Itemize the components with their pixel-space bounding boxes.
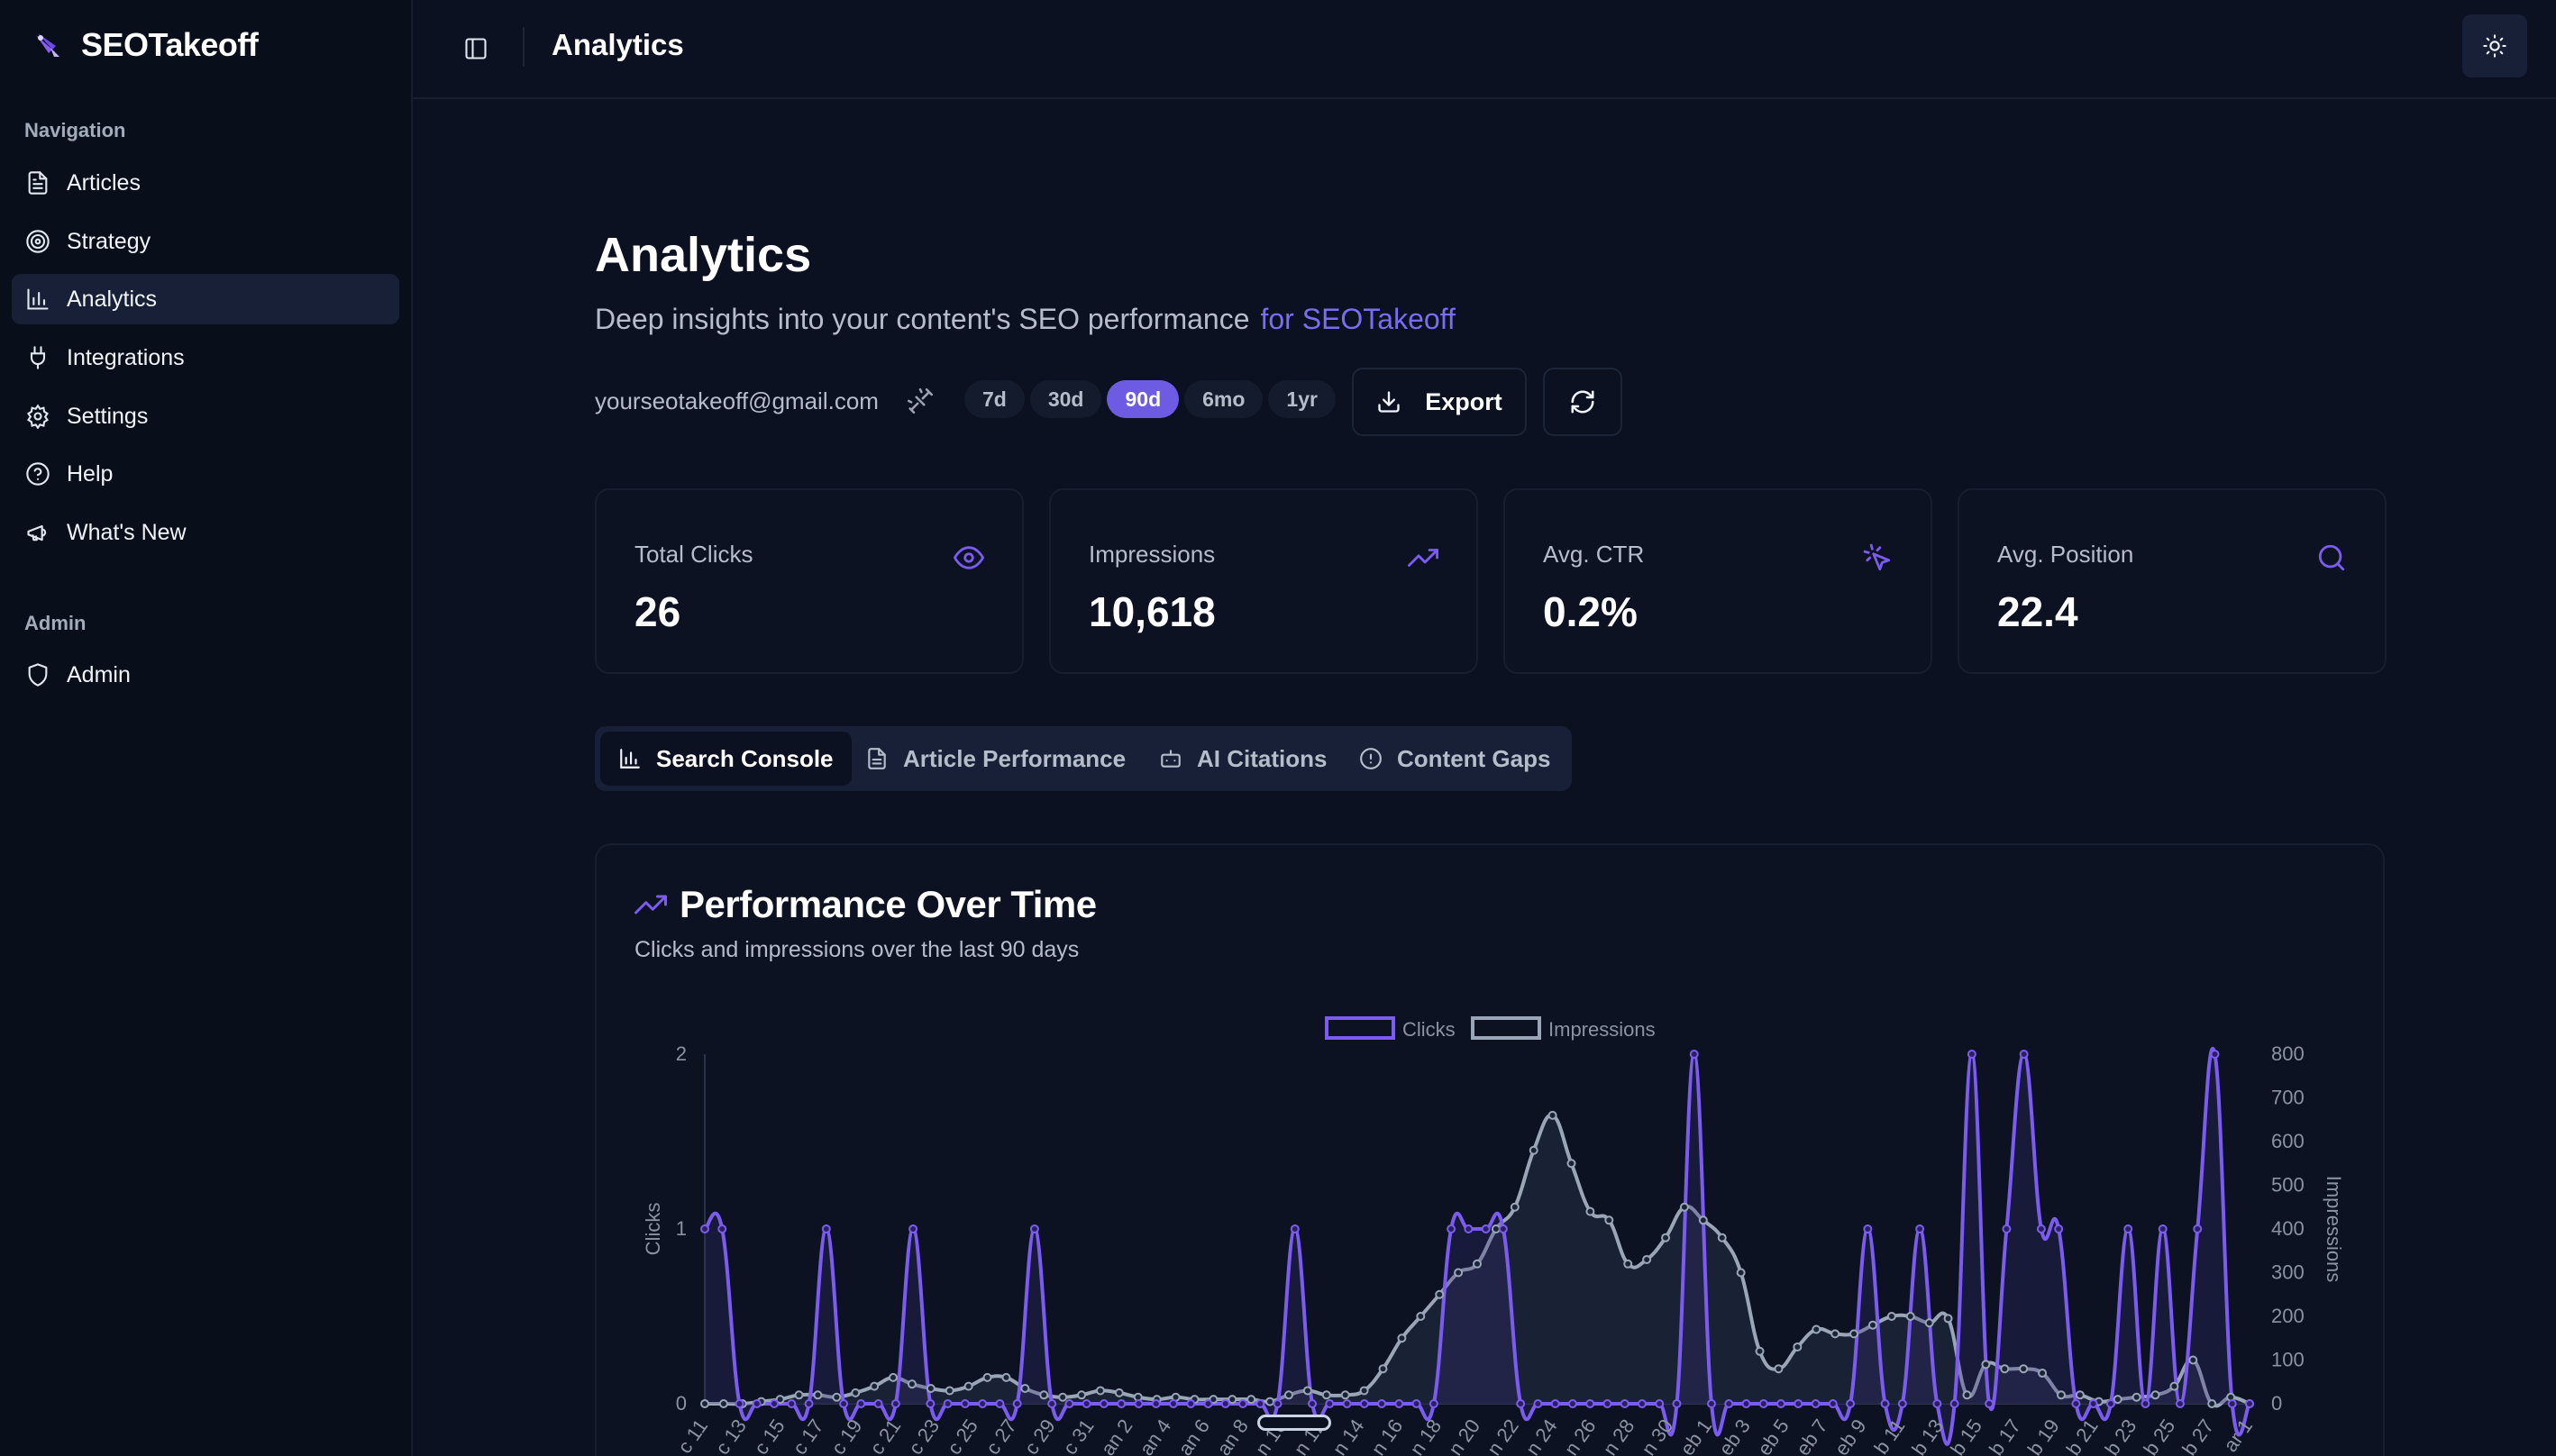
pointer-click-icon — [1863, 543, 1891, 571]
subtitle-text: Deep insights into your content's SEO pe… — [595, 303, 1250, 335]
stat-card-impressions: Impressions 10,618 — [1049, 488, 1478, 674]
stat-value: 26 — [634, 588, 681, 635]
tab-search-console[interactable]: Search Console — [600, 732, 852, 786]
tab-label: Content Gaps — [1397, 744, 1551, 772]
download-icon — [1378, 391, 1400, 413]
file-text-icon — [868, 748, 886, 769]
target-icon — [26, 230, 50, 253]
sidebar-item-label: Strategy — [67, 228, 151, 254]
file-text-icon — [28, 171, 48, 195]
sidebar-item-label: What's New — [67, 519, 187, 545]
brand-name: SEOTakeoff — [81, 26, 259, 63]
disconnect-icon[interactable] — [905, 386, 936, 416]
stat-card-total-clicks: Total Clicks 26 — [595, 488, 1024, 674]
sun-icon — [2483, 34, 2506, 58]
eye-icon — [954, 546, 984, 569]
tab-content-gaps[interactable]: Content Gaps — [1341, 732, 1568, 786]
controls-row: yourseotakeoff@gmail.com 7d 30d 90d 6mo … — [595, 368, 1676, 436]
export-button[interactable]: Export — [1352, 368, 1527, 436]
refresh-button[interactable] — [1543, 368, 1622, 436]
search-icon — [2318, 544, 2345, 571]
subtitle-site-link[interactable]: for SEOTakeoff — [1260, 303, 1456, 335]
nav-group-label: Navigation — [24, 119, 126, 141]
admin-group-label: Admin — [24, 612, 87, 634]
range-6mo[interactable]: 6mo — [1184, 380, 1264, 418]
rocket-logo-icon — [36, 33, 59, 57]
bar-chart-icon — [620, 749, 640, 769]
stat-label: Total Clicks — [634, 541, 753, 568]
stat-value: 22.4 — [1997, 588, 2078, 635]
panel-left-icon — [465, 38, 487, 59]
shield-icon — [28, 663, 48, 687]
plug-icon — [30, 346, 46, 369]
sidebar-item-analytics[interactable]: Analytics — [12, 274, 399, 324]
range-90d[interactable]: 90d — [1107, 380, 1180, 418]
tab-label: Search Console — [656, 744, 834, 772]
trending-up-icon — [634, 895, 667, 915]
help-circle-icon — [26, 462, 50, 486]
top-bar: Analytics — [413, 0, 2556, 99]
sidebar-item-settings[interactable]: Settings — [12, 391, 399, 441]
sidebar-item-integrations[interactable]: Integrations — [12, 332, 399, 383]
tab-label: AI Citations — [1197, 744, 1328, 772]
brand[interactable]: SEOTakeoff — [32, 25, 259, 65]
sidebar-item-label: Integrations — [67, 344, 185, 370]
stat-card-avg-ctr: Avg. CTR 0.2% — [1503, 488, 1932, 674]
date-range-selector: 7d 30d 90d 6mo 1yr — [964, 380, 1341, 418]
stat-value: 0.2% — [1543, 588, 1638, 635]
chart-subtitle: Clicks and impressions over the last 90 … — [634, 937, 1080, 962]
stat-card-avg-position: Avg. Position 22.4 — [1958, 488, 2387, 674]
sidebar: SEOTakeoff Navigation Articles Strategy … — [0, 0, 413, 1456]
stat-label: Avg. CTR — [1543, 541, 1645, 568]
page-subtitle: Deep insights into your content's SEO pe… — [595, 303, 1456, 336]
range-30d[interactable]: 30d — [1029, 380, 1102, 418]
range-7d[interactable]: 7d — [964, 380, 1025, 418]
range-1yr[interactable]: 1yr — [1268, 380, 1336, 418]
sidebar-item-label: Analytics — [67, 286, 158, 312]
sidebar-toggle-button[interactable] — [460, 32, 492, 65]
refresh-icon — [1571, 390, 1594, 414]
theme-toggle-button[interactable] — [2462, 14, 2527, 77]
header-divider — [523, 27, 525, 67]
megaphone-icon — [27, 524, 47, 541]
stat-value: 10,618 — [1089, 588, 1216, 635]
analytics-tabs: Search Console Article Performance AI Ci… — [595, 726, 1572, 791]
trending-up-icon — [1408, 549, 1438, 567]
export-label: Export — [1425, 387, 1502, 415]
connected-email: yourseotakeoff@gmail.com — [595, 387, 879, 414]
stat-label: Impressions — [1089, 541, 1216, 568]
tab-article-performance[interactable]: Article Performance — [847, 732, 1144, 786]
sidebar-item-label: Admin — [67, 661, 131, 687]
page-title: Analytics — [595, 228, 812, 282]
chart-title: Performance Over Time — [634, 883, 1097, 926]
alert-circle-icon — [1360, 748, 1382, 769]
sidebar-item-articles[interactable]: Articles — [12, 158, 399, 208]
performance-chart-card: Performance Over Time Clicks and impress… — [595, 843, 2385, 1456]
sidebar-item-strategy[interactable]: Strategy — [12, 216, 399, 267]
sidebar-item-help[interactable]: Help — [12, 449, 399, 499]
tab-label: Article Performance — [903, 744, 1127, 772]
tab-ai-citations[interactable]: AI Citations — [1141, 732, 1345, 786]
sidebar-item-label: Articles — [67, 169, 141, 196]
header-title: Analytics — [552, 28, 684, 61]
chart-scroll-handle[interactable] — [1257, 1415, 1331, 1431]
chart-title-text: Performance Over Time — [680, 883, 1097, 925]
gear-icon — [27, 404, 49, 429]
main-content: Analytics Deep insights into your conten… — [413, 101, 2556, 1456]
stat-label: Avg. Position — [1997, 541, 2134, 568]
sidebar-item-label: Help — [67, 460, 114, 487]
sidebar-item-label: Settings — [67, 403, 149, 429]
sidebar-item-admin[interactable]: Admin — [12, 650, 399, 700]
sidebar-item-whats-new[interactable]: What's New — [12, 507, 399, 558]
bot-icon — [1161, 750, 1181, 768]
bar-chart-icon — [27, 288, 49, 310]
